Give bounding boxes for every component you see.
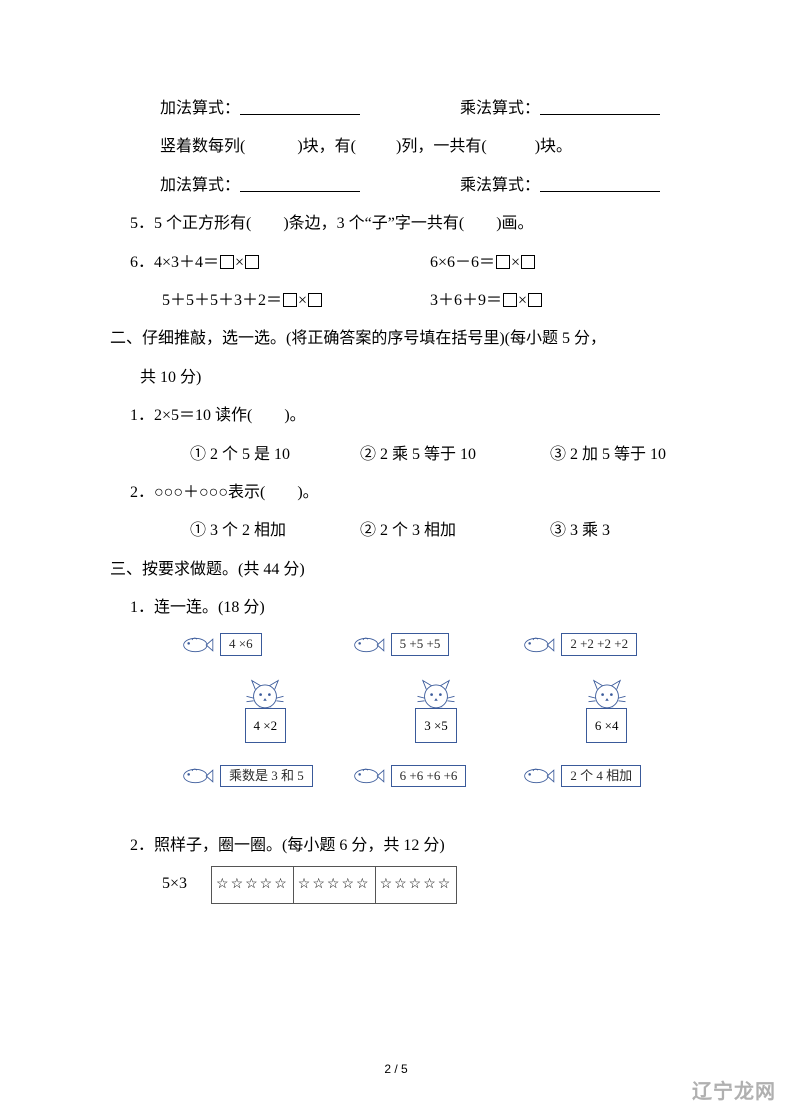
star-group: ☆☆☆☆☆: [376, 867, 457, 903]
question-6-row1: 6．4×3＋4＝× 6×6－6＝×: [70, 244, 722, 282]
option[interactable]: ① 3 个 2 相加: [190, 512, 360, 550]
example-expr: 5×3: [162, 875, 187, 892]
fill-line-1: 加法算式： 乘法算式：: [70, 90, 722, 128]
section-2-heading-b: 共 10 分): [70, 359, 722, 397]
s3-q2-example: 5×3 ☆☆☆☆☆☆☆☆☆☆☆☆☆☆☆: [70, 865, 722, 903]
s3-q2: 2．照样子，圈一圈。(每小题 6 分，共 12 分): [70, 827, 722, 865]
cat-item[interactable]: 4 ×2: [180, 678, 351, 743]
fish-item[interactable]: 乘数是 3 和 5: [180, 765, 351, 787]
fish-icon: [351, 766, 385, 786]
star-group: ☆☆☆☆☆: [212, 867, 294, 903]
fish-icon: [521, 635, 555, 655]
cat-item[interactable]: 6 ×4: [521, 678, 692, 743]
label-mul-formula: 乘法算式：: [460, 177, 540, 194]
match-label: 乘数是 3 和 5: [220, 765, 313, 787]
box-blank[interactable]: [245, 255, 259, 269]
blank[interactable]: [240, 176, 360, 192]
match-label: 6 +6 +6 +6: [391, 765, 467, 787]
blank[interactable]: [240, 99, 360, 115]
question-6-row2: 5＋5＋5＋3＋2＝× 3＋6＋9＝×: [70, 282, 722, 320]
fill-line-3: 加法算式： 乘法算式：: [70, 167, 722, 205]
match-grid: 4 ×6 5 +5 +5 2 +2 +2 +2 4 ×2 3 ×5: [70, 627, 722, 787]
match-label: 3 ×5: [415, 708, 457, 743]
match-label: 5 +5 +5: [391, 633, 450, 655]
fish-item[interactable]: 4 ×6: [180, 633, 351, 655]
match-label: 4 ×2: [245, 708, 287, 743]
option[interactable]: ② 2 个 3 相加: [360, 512, 550, 550]
s2-q1: 1．2×5＝10 读作( )。: [70, 397, 722, 435]
label-add-formula: 加法算式：: [160, 177, 240, 194]
match-label: 2 +2 +2 +2: [561, 633, 637, 655]
s2-q2: 2．○○○＋○○○表示( )。: [70, 474, 722, 512]
option[interactable]: ③ 2 加 5 等于 10: [550, 436, 666, 474]
section-3-heading: 三、按要求做题。(共 44 分): [70, 551, 722, 589]
match-label: 4 ×6: [220, 633, 262, 655]
option[interactable]: ① 2 个 5 是 10: [190, 436, 360, 474]
box-blank[interactable]: [496, 255, 510, 269]
section-2-heading: 二、仔细推敲，选一选。(将正确答案的序号填在括号里)(每小题 5 分，: [70, 320, 722, 358]
fish-item[interactable]: 2 +2 +2 +2: [521, 633, 692, 655]
box-blank[interactable]: [521, 255, 535, 269]
option[interactable]: ② 2 乘 5 等于 10: [360, 436, 550, 474]
blank[interactable]: [540, 99, 660, 115]
s3-q1: 1．连一连。(18 分): [70, 589, 722, 627]
box-blank[interactable]: [503, 293, 517, 307]
box-blank[interactable]: [308, 293, 322, 307]
fish-icon: [351, 635, 385, 655]
fill-line-2: 竖着数每列()块，有()列，一共有()块。: [70, 128, 722, 166]
label-mul-formula: 乘法算式：: [460, 100, 540, 117]
box-blank[interactable]: [283, 293, 297, 307]
question-5: 5．5 个正方形有( )条边，3 个“子”字一共有( )画。: [70, 205, 722, 243]
blank[interactable]: [540, 176, 660, 192]
match-label: 2 个 4 相加: [561, 765, 641, 787]
fish-item[interactable]: 6 +6 +6 +6: [351, 765, 522, 787]
fish-icon: [521, 766, 555, 786]
cat-item[interactable]: 3 ×5: [351, 678, 522, 743]
box-blank[interactable]: [220, 255, 234, 269]
option[interactable]: ③ 3 乘 3: [550, 512, 610, 550]
star-group: ☆☆☆☆☆: [294, 867, 376, 903]
watermark: 辽宁龙网: [692, 1075, 776, 1104]
match-label: 6 ×4: [586, 708, 628, 743]
label-add-formula: 加法算式：: [160, 100, 240, 117]
fish-item[interactable]: 5 +5 +5: [351, 633, 522, 655]
worksheet-page: 加法算式： 乘法算式： 竖着数每列()块，有()列，一共有()块。 加法算式： …: [0, 0, 792, 944]
fish-icon: [180, 766, 214, 786]
page-number: 2 / 5: [0, 1062, 792, 1076]
fish-icon: [180, 635, 214, 655]
fish-item[interactable]: 2 个 4 相加: [521, 765, 692, 787]
box-blank[interactable]: [528, 293, 542, 307]
star-groups: ☆☆☆☆☆☆☆☆☆☆☆☆☆☆☆: [211, 866, 457, 904]
s2-q1-options: ① 2 个 5 是 10 ② 2 乘 5 等于 10 ③ 2 加 5 等于 10: [70, 436, 722, 474]
s2-q2-options: ① 3 个 2 相加 ② 2 个 3 相加 ③ 3 乘 3: [70, 512, 722, 550]
